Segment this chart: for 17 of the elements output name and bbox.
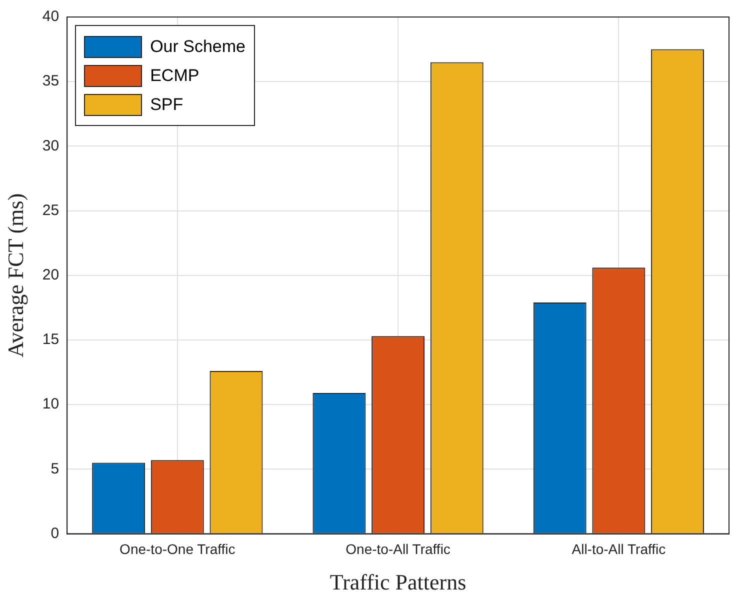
x-tick-label: All-to-All Traffic [572,541,666,558]
x-axis-title: Traffic Patterns [330,570,466,595]
y-tick-label: 15 [42,331,60,348]
y-tick-label: 30 [42,137,60,154]
y-tick-label: 20 [42,266,60,284]
y-tick-label: 0 [50,524,60,542]
legend-label: Our Scheme [150,36,246,56]
legend-label: SPF [150,94,184,114]
y-tick-label: 35 [42,72,60,90]
y-tick-label: 5 [50,460,60,478]
y-tick-label: 10 [42,396,60,413]
y-axis-title: Average FCT (ms) [2,193,28,358]
x-tick-label: One-to-One Traffic [120,541,236,558]
y-tick-label: 25 [42,202,60,219]
legend-label: ECMP [150,66,200,86]
y-tick-label: 40 [42,8,60,26]
x-tick-label: One-to-All Traffic [346,541,450,558]
